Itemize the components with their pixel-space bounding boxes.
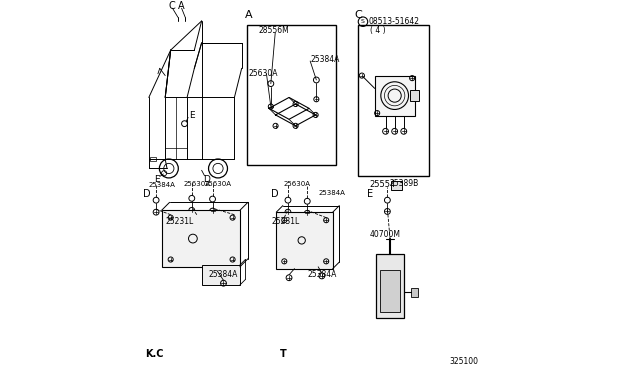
Text: E: E (189, 111, 195, 120)
Text: 25384A: 25384A (318, 190, 345, 196)
Text: K.C: K.C (145, 349, 164, 359)
Bar (410, 90, 419, 101)
Text: ( 4 ): ( 4 ) (371, 26, 386, 35)
Bar (376, 254, 404, 318)
Text: C: C (169, 1, 175, 12)
Text: 25630A: 25630A (249, 69, 278, 78)
Bar (161, 210, 240, 267)
Text: 25384A: 25384A (148, 182, 175, 188)
Text: D: D (143, 189, 151, 199)
Text: 08513-51642: 08513-51642 (368, 17, 419, 26)
Text: 25389B: 25389B (389, 179, 419, 188)
Text: 25384A: 25384A (311, 55, 340, 64)
Text: 25630A: 25630A (284, 181, 310, 187)
Text: D: D (271, 189, 278, 199)
Bar (374, 76, 415, 116)
Text: D: D (204, 175, 211, 184)
Text: A: A (178, 1, 184, 12)
Bar (358, 25, 429, 176)
Text: E: E (367, 189, 374, 199)
Text: 25384A: 25384A (209, 270, 238, 279)
Text: 325100: 325100 (449, 357, 478, 366)
Text: 25630A: 25630A (205, 181, 232, 187)
Text: 25231L: 25231L (272, 217, 300, 226)
Text: 25231L: 25231L (165, 217, 193, 226)
Text: 25554: 25554 (369, 180, 396, 189)
Text: 25630A: 25630A (184, 181, 211, 187)
Text: T: T (280, 349, 287, 359)
Bar (276, 212, 333, 269)
Text: 28556M: 28556M (258, 26, 289, 35)
Text: S: S (361, 19, 365, 24)
Bar (202, 265, 240, 285)
Text: E: E (154, 175, 160, 184)
Text: 40700M: 40700M (369, 230, 400, 238)
Bar (247, 25, 337, 165)
Bar (380, 270, 400, 312)
Text: A: A (245, 10, 253, 20)
Text: C: C (355, 10, 362, 20)
Bar (411, 288, 419, 297)
Text: 25384A: 25384A (307, 270, 337, 279)
Bar (391, 181, 402, 190)
Bar (150, 157, 156, 161)
